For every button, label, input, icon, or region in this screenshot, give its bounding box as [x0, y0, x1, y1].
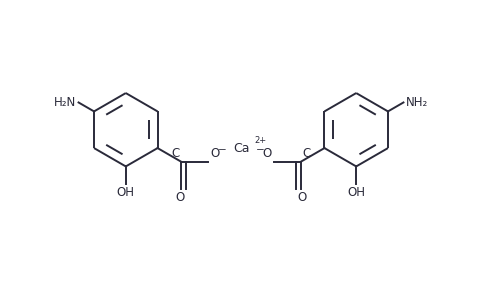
Text: H₂N: H₂N [54, 96, 76, 109]
Text: O: O [210, 147, 220, 160]
Text: −: − [256, 145, 265, 155]
Text: OH: OH [347, 186, 365, 199]
Text: −: − [217, 145, 226, 155]
Text: O: O [297, 191, 307, 204]
Text: 2+: 2+ [254, 136, 266, 145]
Text: C: C [302, 147, 310, 160]
Text: O: O [262, 147, 272, 160]
Text: NH₂: NH₂ [406, 96, 428, 109]
Text: O: O [175, 191, 185, 204]
Text: Ca: Ca [233, 142, 249, 155]
Text: C: C [172, 147, 180, 160]
Text: OH: OH [117, 186, 135, 199]
